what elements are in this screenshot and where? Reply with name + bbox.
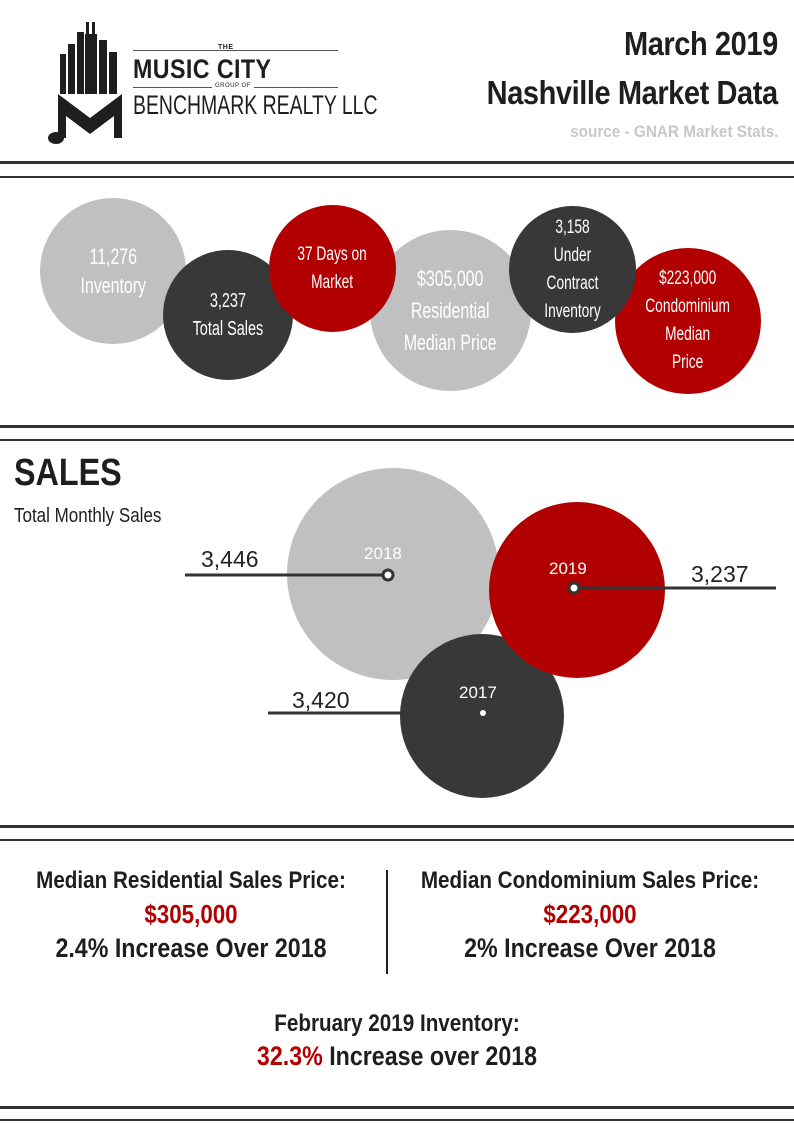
logo-group-of-text: GROUP OF <box>212 83 254 89</box>
sales-bubble-graphic <box>185 468 776 798</box>
inventory-change: 32.3% Increase over 2018 <box>56 1041 739 1072</box>
bubble-label: Inventory <box>544 300 601 322</box>
marker-2019 <box>567 581 581 595</box>
bubble-2017 <box>400 634 564 798</box>
marker-2018 <box>381 568 395 582</box>
bubble-label: Market <box>311 271 354 293</box>
residential-price-change: 2.4% Increase Over 2018 <box>55 933 327 963</box>
year-label-2018: 2018 <box>364 544 402 563</box>
bubble-value: 3,158 <box>555 216 590 238</box>
condo-price-bubble: $223,000 Condominium Median Price <box>615 248 761 394</box>
residential-price-bubble: $305,000 Residential Median Price <box>370 230 531 391</box>
condo-price-block: Median Condominium Sales Price: $223,000… <box>392 867 788 964</box>
condo-price-change: 2% Increase Over 2018 <box>464 933 716 963</box>
inventory-change-text: Increase over 2018 <box>322 1041 538 1071</box>
divider <box>0 839 794 841</box>
logo-company-text: BENCHMARK REALTY LLC <box>133 90 378 120</box>
bubble-label: Median <box>665 324 711 345</box>
sales-heading: SALES <box>14 452 122 494</box>
year-label-2019: 2019 <box>549 559 587 578</box>
condo-price-value: $223,000 <box>543 899 637 929</box>
inventory-percent: 32.3% <box>256 1041 323 1071</box>
year-label-2017: 2017 <box>459 683 497 702</box>
report-title-month: March 2019 <box>624 25 778 62</box>
divider <box>0 439 794 441</box>
sales-value-2017: 3,420 <box>292 687 350 713</box>
sales-value-2018: 3,446 <box>201 546 259 572</box>
inventory-block: February 2019 Inventory: 32.3% Increase … <box>0 1010 794 1072</box>
bubble-label: Total Sales <box>192 318 264 340</box>
days-on-market-bubble: 37 Days on Market <box>269 205 396 332</box>
divider <box>0 176 794 178</box>
bubble-value: 37 Days on <box>297 243 368 265</box>
residential-price-value: $305,000 <box>144 899 238 929</box>
bubble-value: $223,000 <box>659 268 717 289</box>
residential-price-label: Median Residential Sales Price: <box>36 867 346 894</box>
inventory-bubble: 11,276 Inventory <box>40 198 186 344</box>
column-divider <box>386 870 388 974</box>
logo-the-text: THE <box>218 44 234 51</box>
skyline-logo-mark <box>48 22 122 144</box>
inventory-label: February 2019 Inventory: <box>274 1010 520 1037</box>
divider <box>0 425 794 428</box>
bubble-label: Inventory <box>80 273 146 298</box>
sales-value-2019: 3,237 <box>691 561 749 587</box>
condo-price-label: Median Condominium Sales Price: <box>420 867 760 894</box>
bubble-label: Residential <box>411 297 490 323</box>
divider <box>0 161 794 164</box>
under-contract-bubble: 3,158 Under Contract Inventory <box>509 206 636 333</box>
divider <box>0 825 794 828</box>
source-note: source - GNAR Market Stats. <box>569 122 778 141</box>
bubble-label: Median Price <box>404 329 497 355</box>
divider <box>0 1119 794 1121</box>
bubble-label: Price <box>672 352 704 373</box>
divider <box>0 1106 794 1109</box>
bubble-label: Condominium <box>645 296 731 317</box>
bubble-value: $305,000 <box>417 265 484 291</box>
logo-music-city-text: MUSIC CITY <box>133 54 272 84</box>
bubble-value: 11,276 <box>89 244 137 269</box>
marker-2017 <box>480 710 486 716</box>
bubble-label: Under Contract <box>546 244 599 294</box>
bubble-value: 3,237 <box>209 290 247 312</box>
residential-price-block: Median Residential Sales Price: $305,000… <box>0 867 382 964</box>
report-title-market: Nashville Market Data <box>487 74 778 111</box>
sales-subheading: Total Monthly Sales <box>14 505 162 527</box>
